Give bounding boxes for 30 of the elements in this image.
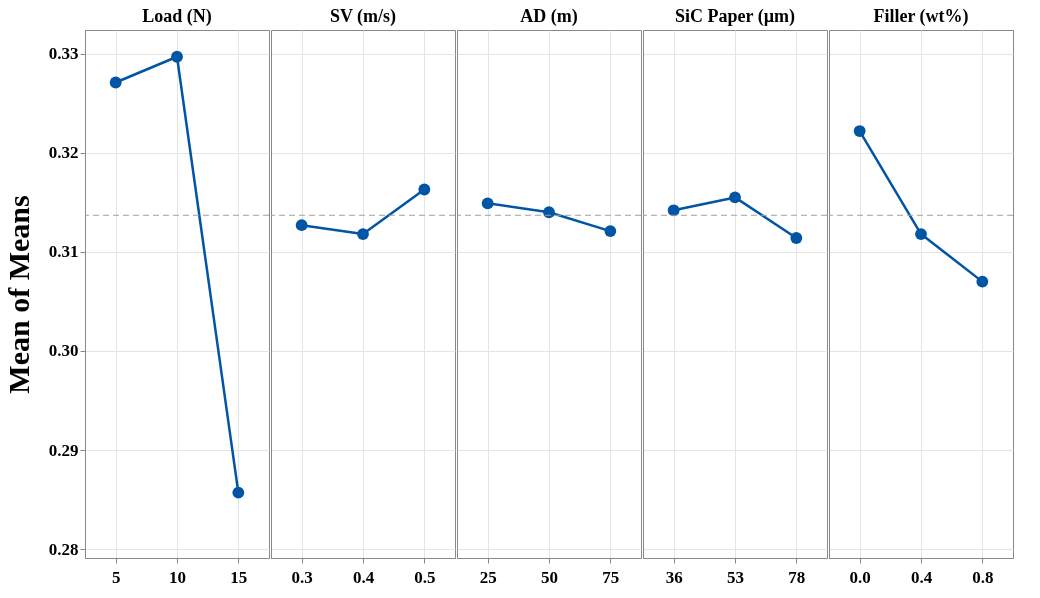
x-tick-label: 50 <box>541 567 558 587</box>
y-axis-title: Mean of Means <box>1 195 35 394</box>
x-tick-label: 53 <box>727 567 744 587</box>
x-tick-label: 5 <box>111 567 121 587</box>
point <box>109 76 122 89</box>
y-tick-label: 0.33 <box>48 44 79 64</box>
y-tick-label: 0.32 <box>48 143 79 163</box>
x-tick-label: 25 <box>479 567 497 587</box>
chart-title: SV (m/s) <box>329 6 397 27</box>
x-tick-label: 10 <box>169 567 186 587</box>
chart-title: Load (N) <box>142 6 212 27</box>
y-tick-label: 0.30 <box>48 341 79 361</box>
x-tick-label: 0.4 <box>352 567 375 587</box>
x-tick-label: 0.5 <box>414 567 436 587</box>
x-tick-label: 15 <box>230 567 248 587</box>
x-tick-label: 0.4 <box>910 567 933 587</box>
x-tick-label: 0.8 <box>972 567 994 587</box>
x-tick-label: 78 <box>788 567 806 587</box>
chart-title: Filler (wt%) <box>873 6 969 27</box>
x-tick-label: 0.3 <box>291 567 313 587</box>
x-tick-label: 75 <box>602 567 620 587</box>
y-tick-label: 0.31 <box>48 242 79 262</box>
y-tick-label: 0.28 <box>48 539 79 559</box>
y-tick-label: 0.29 <box>48 440 79 460</box>
point <box>171 50 183 63</box>
x-tick-label: 36 <box>665 567 683 587</box>
chart-title: SiC Paper (µm) <box>674 6 796 27</box>
x-tick-label: 0.0 <box>849 567 871 587</box>
chart-title: AD (m) <box>520 6 578 27</box>
point <box>232 486 245 499</box>
